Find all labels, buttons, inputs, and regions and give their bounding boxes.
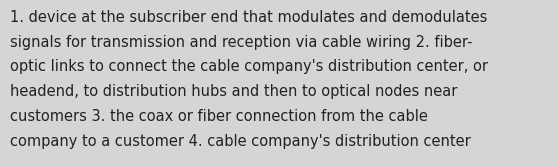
Text: 1. device at the subscriber end that modulates and demodulates: 1. device at the subscriber end that mod… bbox=[10, 10, 488, 25]
Text: signals for transmission and reception via cable wiring 2. fiber-: signals for transmission and reception v… bbox=[10, 35, 473, 50]
Text: headend, to distribution hubs and then to optical nodes near: headend, to distribution hubs and then t… bbox=[10, 84, 458, 99]
Text: customers 3. the coax or fiber connection from the cable: customers 3. the coax or fiber connectio… bbox=[10, 109, 428, 124]
Text: optic links to connect the cable company's distribution center, or: optic links to connect the cable company… bbox=[10, 59, 488, 74]
Text: company to a customer 4. cable company's distribution center: company to a customer 4. cable company's… bbox=[10, 134, 471, 149]
